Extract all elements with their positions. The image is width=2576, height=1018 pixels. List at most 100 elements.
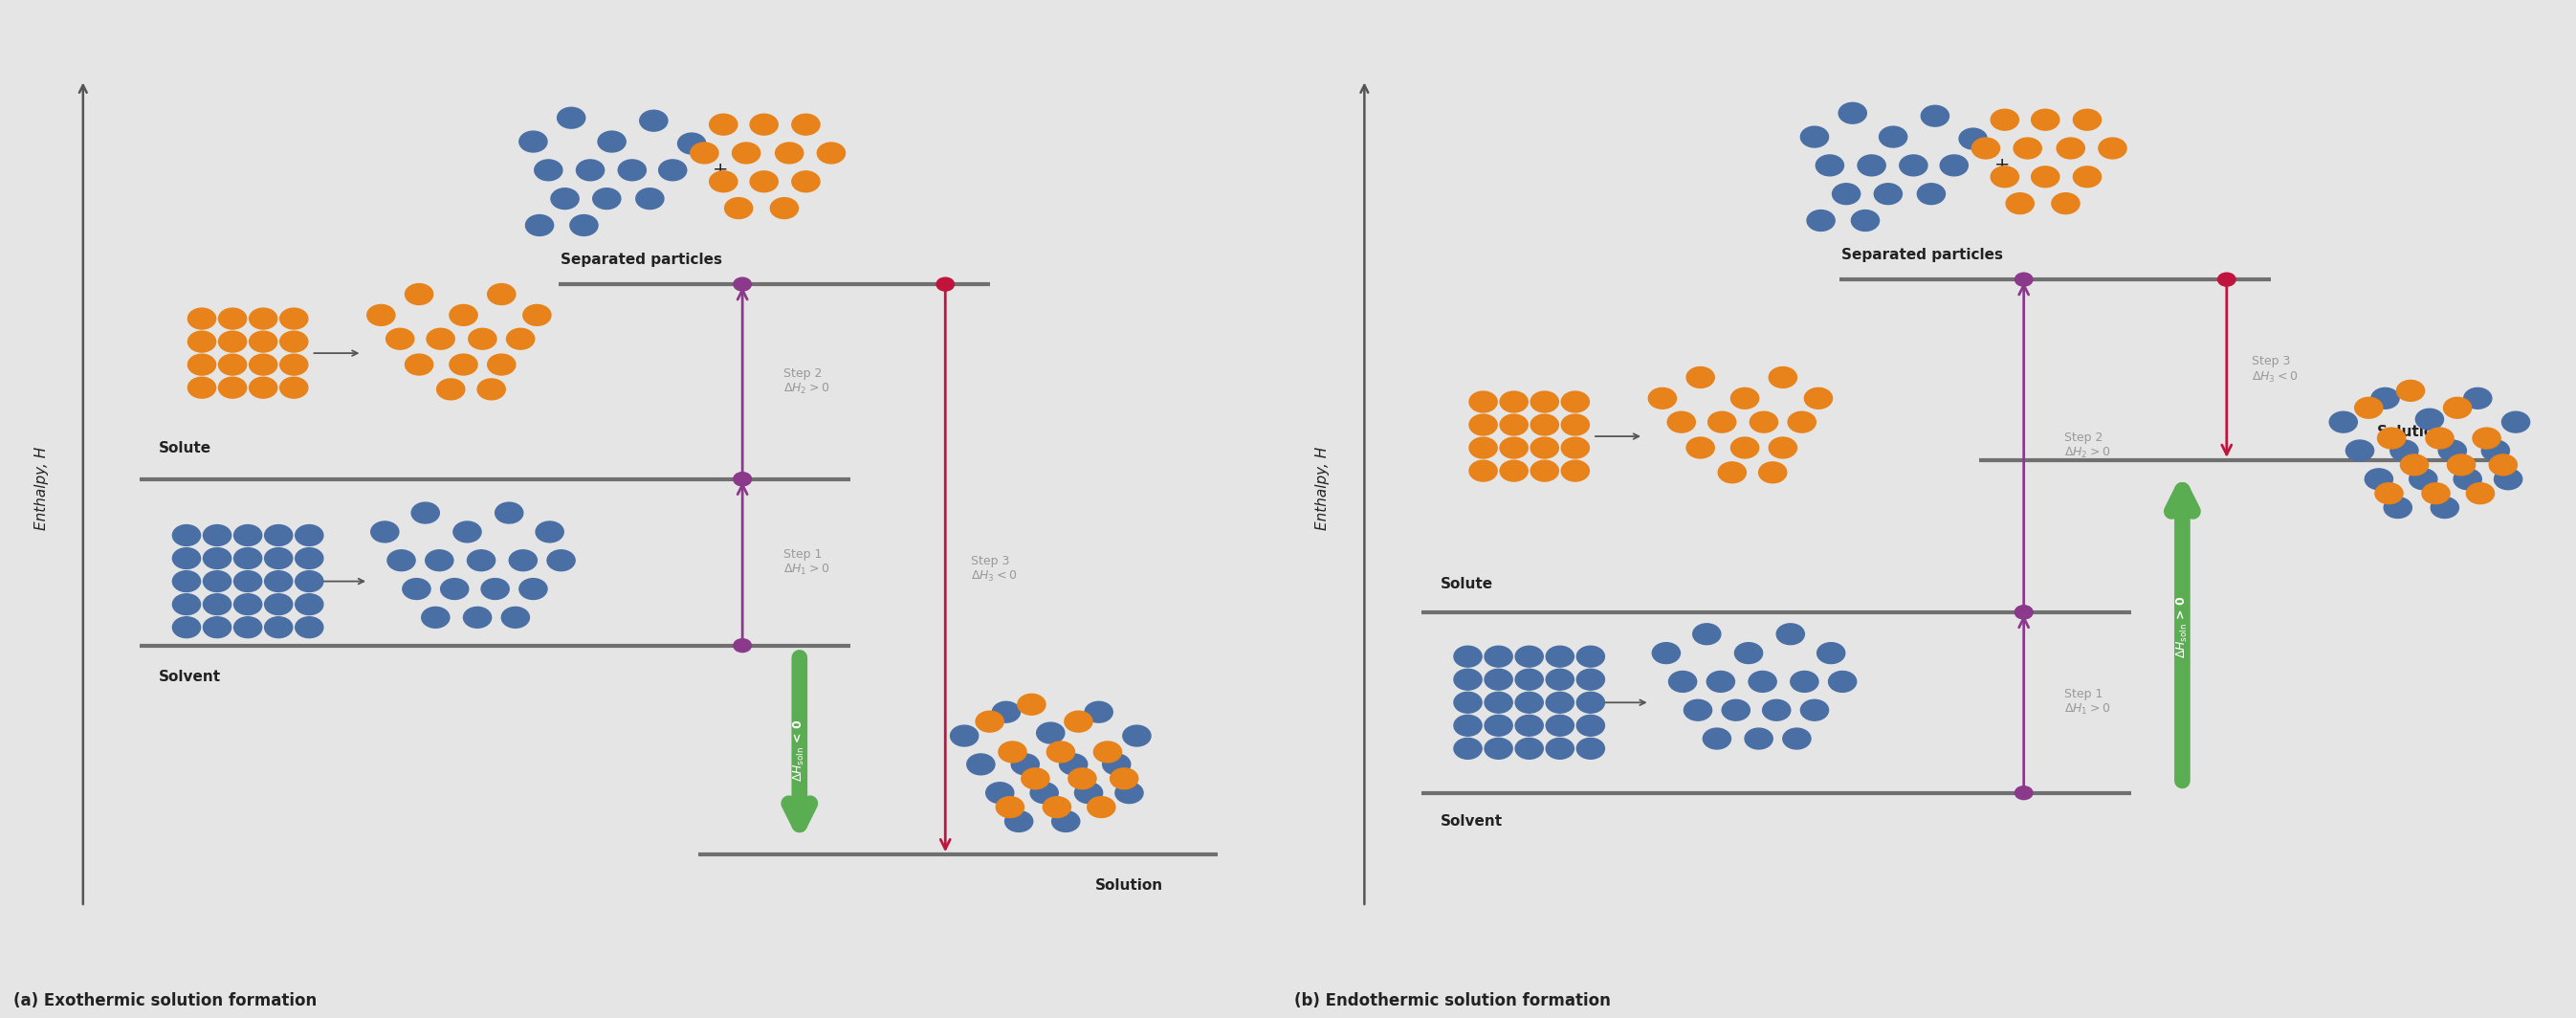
Circle shape: [659, 160, 688, 180]
Circle shape: [708, 114, 737, 135]
Circle shape: [265, 571, 294, 591]
Circle shape: [1899, 155, 1927, 176]
Circle shape: [502, 607, 531, 628]
Text: Separated particles: Separated particles: [559, 252, 721, 267]
Circle shape: [1577, 646, 1605, 667]
Circle shape: [750, 171, 778, 192]
Circle shape: [1991, 166, 2020, 187]
Circle shape: [507, 329, 533, 349]
Circle shape: [2014, 786, 2032, 799]
Circle shape: [1577, 692, 1605, 713]
Circle shape: [250, 378, 278, 398]
Circle shape: [188, 378, 216, 398]
Circle shape: [1484, 646, 1512, 667]
Circle shape: [1530, 391, 1558, 412]
Text: $\Delta H_\mathrm{soln}$ < 0: $\Delta H_\mathrm{soln}$ < 0: [793, 719, 806, 782]
Circle shape: [296, 617, 322, 638]
Circle shape: [1012, 754, 1038, 775]
Circle shape: [520, 131, 546, 152]
Circle shape: [296, 593, 322, 615]
Circle shape: [1759, 462, 1788, 483]
Circle shape: [2445, 397, 2470, 418]
Circle shape: [2383, 497, 2411, 518]
Circle shape: [404, 284, 433, 304]
Circle shape: [592, 188, 621, 209]
Circle shape: [1687, 366, 1716, 388]
Circle shape: [966, 754, 994, 775]
Circle shape: [1685, 699, 1713, 721]
Circle shape: [402, 578, 430, 600]
Circle shape: [1880, 126, 1906, 148]
Circle shape: [536, 521, 564, 543]
Circle shape: [296, 571, 322, 591]
Circle shape: [1561, 438, 1589, 458]
Circle shape: [734, 639, 752, 653]
Circle shape: [1515, 669, 1543, 690]
Circle shape: [2014, 606, 2032, 619]
Circle shape: [1453, 692, 1481, 713]
Circle shape: [791, 171, 819, 192]
Circle shape: [951, 726, 979, 746]
Circle shape: [2032, 166, 2058, 187]
Circle shape: [2391, 440, 2419, 461]
Circle shape: [2427, 428, 2455, 449]
Circle shape: [173, 548, 201, 569]
Circle shape: [1499, 414, 1528, 436]
Circle shape: [188, 354, 216, 375]
Circle shape: [495, 503, 523, 523]
Circle shape: [1043, 797, 1072, 817]
Circle shape: [533, 160, 562, 180]
Circle shape: [1018, 694, 1046, 715]
Circle shape: [677, 133, 706, 154]
Circle shape: [482, 578, 510, 600]
Circle shape: [1453, 669, 1481, 690]
Circle shape: [1734, 642, 1762, 664]
Circle shape: [1744, 728, 1772, 749]
Circle shape: [1577, 715, 1605, 736]
Circle shape: [636, 188, 665, 209]
Circle shape: [724, 197, 752, 219]
Circle shape: [2375, 483, 2403, 504]
Circle shape: [1546, 715, 1574, 736]
Circle shape: [1546, 692, 1574, 713]
Circle shape: [1703, 728, 1731, 749]
Text: $\Delta H_\mathrm{soln}$ > 0: $\Delta H_\mathrm{soln}$ > 0: [2174, 596, 2190, 658]
Circle shape: [2056, 137, 2084, 159]
Circle shape: [422, 607, 448, 628]
Circle shape: [732, 143, 760, 164]
Circle shape: [1468, 438, 1497, 458]
Circle shape: [1731, 438, 1759, 458]
Text: Step 3
$\Delta H_3 < 0$: Step 3 $\Delta H_3 < 0$: [2251, 355, 2298, 384]
Circle shape: [1806, 210, 1834, 231]
Circle shape: [997, 797, 1023, 817]
Text: Step 1
$\Delta H_1 > 0$: Step 1 $\Delta H_1 > 0$: [783, 548, 829, 577]
Circle shape: [2494, 468, 2522, 490]
Circle shape: [1515, 738, 1543, 759]
Circle shape: [1749, 411, 1777, 433]
Circle shape: [1801, 699, 1829, 721]
Circle shape: [1788, 411, 1816, 433]
Text: +: +: [714, 161, 729, 179]
Circle shape: [2014, 273, 2032, 286]
Circle shape: [204, 525, 232, 546]
Circle shape: [234, 571, 263, 591]
Circle shape: [428, 329, 453, 349]
Circle shape: [1530, 414, 1558, 436]
Circle shape: [204, 593, 232, 615]
Text: Step 1
$\Delta H_1 > 0$: Step 1 $\Delta H_1 > 0$: [2063, 688, 2110, 717]
Circle shape: [1110, 769, 1139, 789]
Circle shape: [546, 550, 574, 571]
Circle shape: [1515, 715, 1543, 736]
Text: Step 2
$\Delta H_2 > 0$: Step 2 $\Delta H_2 > 0$: [2063, 432, 2110, 460]
Circle shape: [577, 160, 605, 180]
Circle shape: [2050, 193, 2079, 214]
Circle shape: [2501, 411, 2530, 433]
Circle shape: [464, 607, 492, 628]
Circle shape: [1577, 669, 1605, 690]
Circle shape: [265, 548, 294, 569]
Circle shape: [2372, 388, 2398, 409]
Circle shape: [250, 354, 278, 375]
Circle shape: [1816, 642, 1844, 664]
Circle shape: [296, 548, 322, 569]
Circle shape: [188, 331, 216, 352]
